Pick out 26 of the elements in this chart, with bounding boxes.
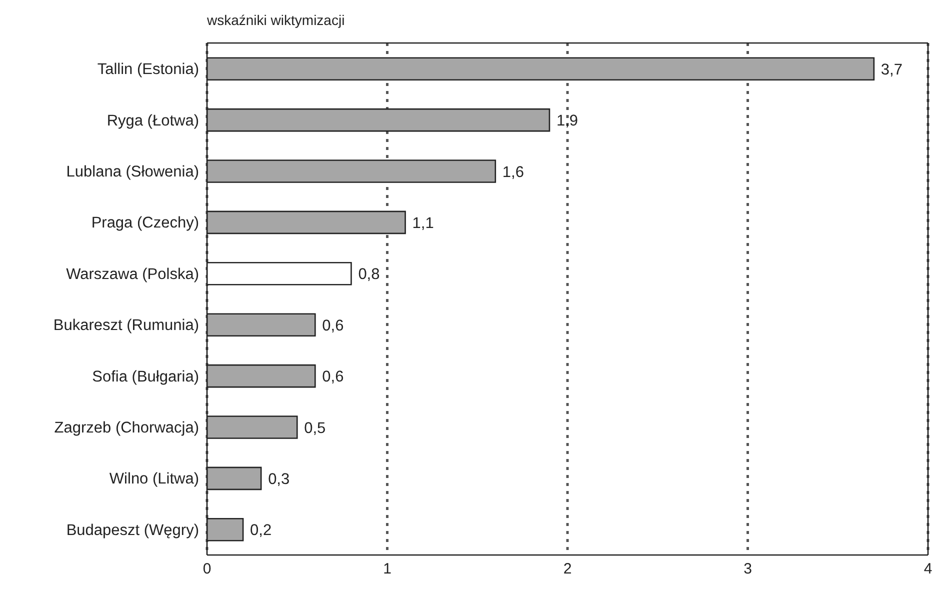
y-tick-label: Bukareszt (Rumunia) (53, 317, 199, 334)
data-label: 0,8 (358, 266, 380, 284)
data-label: 0,5 (304, 420, 326, 437)
data-label: 0,2 (250, 522, 272, 540)
chart-title: wskaźniki wiktymizacji (207, 12, 345, 28)
y-tick-label: Budapeszt (Węgry) (66, 522, 199, 539)
x-tick-label: 0 (202, 560, 212, 578)
data-label: 1,1 (412, 214, 434, 232)
y-tick-label: Sofia (Bułgaria) (92, 368, 199, 386)
x-tick-label: 4 (924, 560, 932, 578)
data-label: 0,3 (268, 470, 290, 488)
y-tick-label: Warszawa (Polska) (66, 266, 199, 283)
data-label: 3,7 (880, 61, 902, 78)
y-tick-label: Praga (Czechy) (91, 214, 199, 232)
y-tick-label: Wilno (Litwa) (109, 470, 199, 488)
y-tick-label: Ryga (Łotwa) (106, 112, 199, 130)
y-tick-label: Lublana (Słowenia) (66, 164, 199, 181)
x-tick-label: 1 (383, 560, 392, 578)
x-tick-label: 3 (744, 560, 752, 578)
y-tick-label: Zagrzeb (Chorwacja) (54, 420, 199, 437)
data-label: 1,9 (556, 112, 578, 130)
data-label: 0,6 (322, 368, 344, 386)
y-tick-label: Tallin (Estonia) (97, 61, 199, 78)
x-tick-label: 2 (563, 560, 572, 578)
data-label: 0,6 (322, 317, 344, 334)
data-label: 1,6 (502, 164, 524, 181)
